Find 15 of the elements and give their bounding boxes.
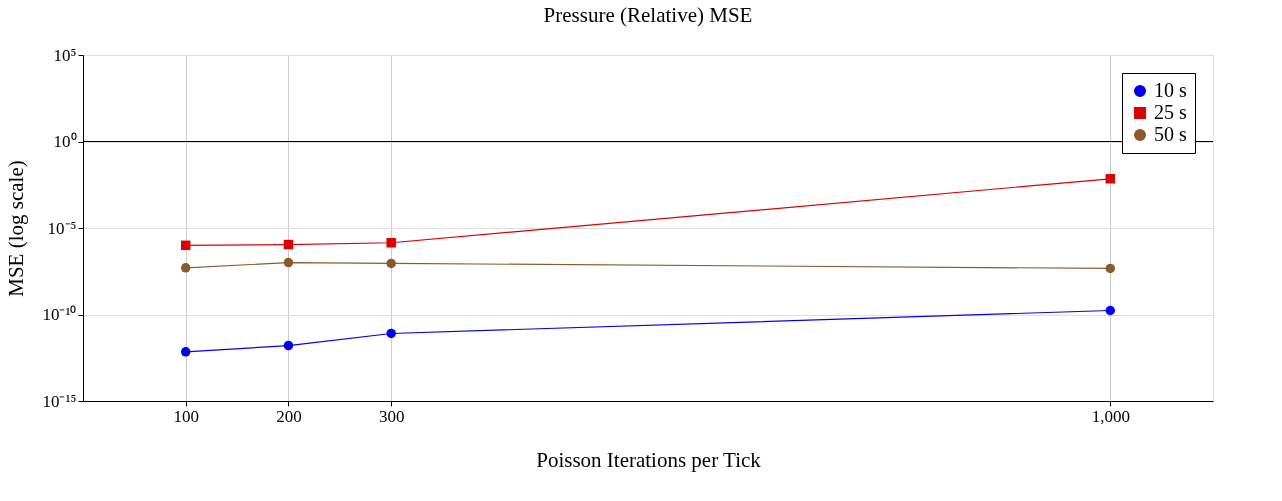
y-tick-label: 10⁻¹⁰ <box>42 305 77 324</box>
legend-label: 10 s <box>1154 79 1187 101</box>
y-tick-label: 10⁻¹⁵ <box>42 391 77 411</box>
x-axis-title: Poisson Iterations per Tick <box>536 447 762 472</box>
x-tick-label: 300 <box>378 406 405 426</box>
y-tick-label: 10⁰ <box>53 132 77 151</box>
chart-title: Pressure (Relative) MSE <box>543 3 753 27</box>
x-tick-label: 100 <box>173 406 199 426</box>
y-tick-label: 10⁵ <box>53 45 77 65</box>
legend-label: 50 s <box>1154 123 1187 145</box>
legend-label: 25 s <box>1154 101 1187 123</box>
x-tick-label: 1,000 <box>1091 406 1130 426</box>
x-tick-label: 200 <box>276 406 302 426</box>
y-tick-label: 10⁻⁵ <box>47 218 77 238</box>
y-axis-title: MSE (log scale) <box>4 160 29 297</box>
